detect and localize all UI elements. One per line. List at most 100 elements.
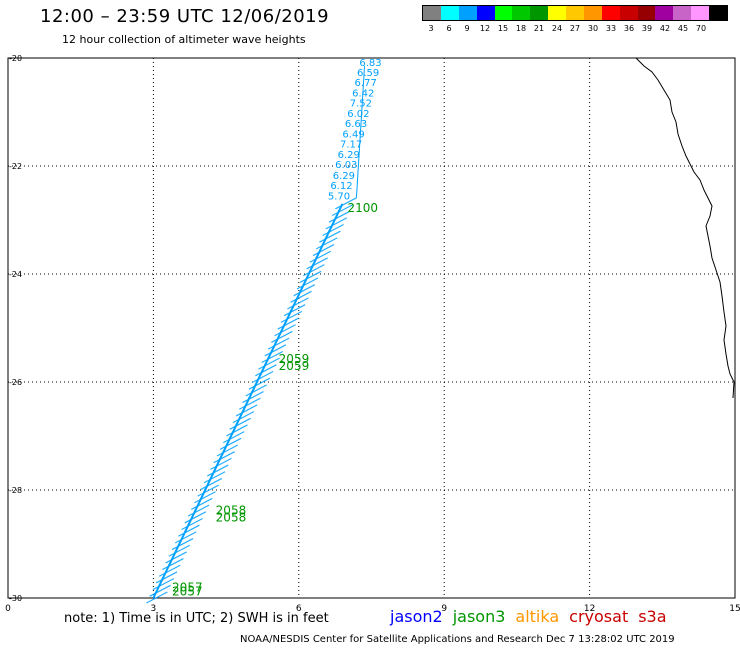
map-frame — [7, 57, 736, 599]
track-mark — [274, 324, 296, 337]
time-label: 2100 — [348, 201, 379, 215]
wave-height-label: 6.49 — [342, 129, 364, 140]
track-mark — [331, 203, 354, 217]
y-tick-label: -22 — [9, 162, 22, 171]
time-label: 2058 — [216, 503, 247, 517]
legend-label: 45 — [677, 24, 689, 33]
track-mark — [190, 497, 213, 510]
track-mark — [267, 337, 290, 350]
legend-label: 27 — [569, 24, 581, 33]
page-title: 12:00 – 23:59 UTC 12/06/2019 — [40, 6, 330, 27]
track-mark — [280, 310, 303, 323]
legend-swatch — [440, 6, 459, 20]
track-line — [152, 203, 344, 599]
track-mark — [235, 404, 258, 417]
track-mark — [197, 484, 219, 497]
legend-label: 21 — [533, 24, 545, 33]
track-mark — [271, 330, 293, 343]
legend-swatch — [548, 6, 566, 20]
wave-height-label: 5.70 — [328, 191, 350, 202]
legend-label: 36 — [623, 24, 635, 33]
footer-credit: NOAA/NESDIS Center for Satellite Applica… — [240, 634, 675, 645]
track-mark — [239, 397, 261, 410]
track-mark — [171, 538, 194, 551]
wave-height-label: 7.17 — [340, 140, 362, 151]
legend-swatch — [530, 6, 549, 20]
track-mark — [296, 277, 319, 290]
legend-label: 12 — [479, 24, 491, 33]
legend-label: 9 — [464, 24, 470, 33]
track-mark — [206, 464, 229, 477]
x-tick-label: 0 — [5, 604, 11, 614]
satellite-legend: jason2 jason3 altika cryosat s3a — [390, 607, 677, 626]
track-mark — [251, 370, 274, 384]
track-mark — [162, 558, 184, 571]
legend-swatch — [458, 6, 477, 20]
track-mark — [194, 491, 216, 504]
page-subtitle: 12 hour collection of altimeter wave hei… — [62, 33, 306, 46]
track-mark — [146, 591, 168, 604]
track-mark — [184, 511, 207, 524]
legend-swatch — [601, 6, 620, 20]
track-mark — [319, 230, 341, 243]
track-mark — [325, 217, 348, 230]
track-mark — [315, 237, 338, 250]
wave-height-label: 6.42 — [352, 88, 374, 99]
track-mark — [277, 317, 300, 330]
track-mark — [255, 364, 277, 377]
wave-height-label: 6.63 — [345, 119, 367, 130]
track-mark — [203, 471, 226, 484]
track-mark — [187, 504, 210, 517]
satellite-jason3: jason3 — [452, 607, 506, 626]
legend-swatch — [583, 6, 602, 20]
y-tick-label: -30 — [9, 594, 22, 603]
legend-labels: 3 6 9 12 15 18 21 24 27 30 33 36 39 42 45 70 — [422, 21, 728, 35]
track-mark — [232, 411, 255, 424]
track-mark — [328, 210, 351, 223]
wave-height-label: 6.29 — [333, 171, 355, 182]
track-mark — [283, 304, 306, 317]
track-mark — [155, 571, 178, 584]
track-mark — [261, 350, 284, 364]
x-tick-label: 6 — [296, 604, 302, 614]
track-mark — [309, 250, 332, 263]
legend-swatch — [423, 6, 441, 20]
track-mark — [165, 551, 187, 564]
coastline — [635, 57, 735, 399]
track-mark — [152, 578, 175, 591]
legend-label: 3 — [428, 24, 434, 33]
wave-height-label: 6.29 — [338, 150, 360, 161]
legend-swatch — [619, 6, 638, 20]
track-mark — [200, 477, 223, 490]
track-mark — [306, 257, 328, 270]
legend-label: 42 — [659, 24, 671, 33]
time-label: 2059 — [279, 352, 310, 366]
satellite-jason2: jason2 — [390, 607, 443, 626]
x-tick-label: 15 — [729, 604, 740, 614]
satellite-s3a: s3a — [638, 607, 667, 626]
wave-height-label: 6.02 — [347, 109, 369, 120]
y-tick-label: -24 — [9, 270, 22, 279]
legend-swatches — [422, 5, 728, 21]
track-mark — [293, 284, 316, 297]
legend-swatch — [655, 6, 674, 20]
legend-label: 6 — [446, 24, 452, 33]
track-mark — [303, 264, 325, 277]
track-mark — [174, 531, 197, 544]
legend-swatch — [637, 6, 656, 20]
track-mark — [181, 517, 203, 531]
wave-height-color-legend: 3 6 9 12 15 18 21 24 27 30 33 36 39 42 45 70 (ft) — [422, 5, 728, 35]
track-mark — [216, 444, 239, 457]
wave-height-label: 6.77 — [355, 78, 377, 89]
footer-note: note: 1) Time is in UTC; 2) SWH is in fe… — [64, 611, 329, 626]
wave-height-label: 6.12 — [330, 181, 352, 192]
y-tick-label: -20 — [9, 54, 22, 63]
track-mark — [178, 524, 200, 537]
legend-swatch — [673, 6, 692, 20]
track-mark — [223, 431, 245, 444]
track-mark — [335, 197, 357, 210]
time-label: 2057 — [172, 581, 203, 595]
track-mark — [242, 391, 264, 404]
track-mark — [290, 290, 312, 303]
track-mark — [299, 270, 322, 283]
